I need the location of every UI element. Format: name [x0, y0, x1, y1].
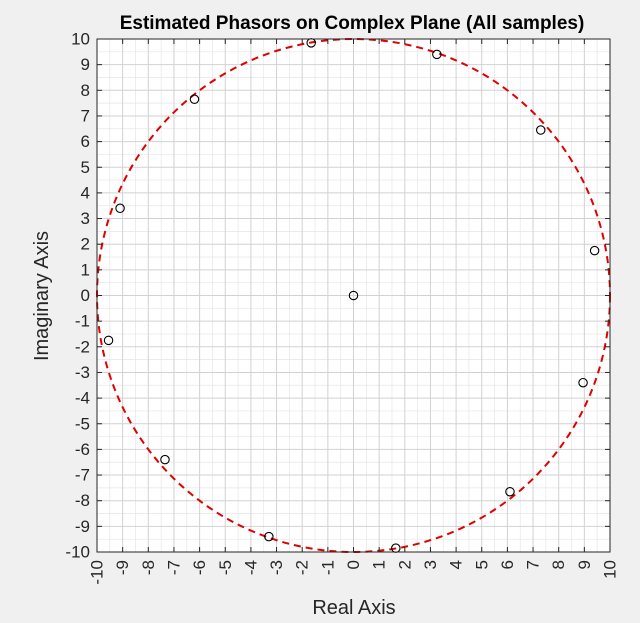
x-tick-label: 0: [344, 560, 363, 569]
grid-lines: [96, 38, 611, 553]
phasor-point: [160, 454, 170, 465]
x-tick-label: 9: [575, 560, 594, 569]
y-tick-label: 1: [81, 260, 90, 279]
y-tick-label: 6: [81, 132, 90, 151]
x-tick-label: -4: [241, 560, 260, 575]
y-tick-label: 3: [81, 209, 90, 228]
y-tick-label: -10: [65, 543, 90, 562]
phasor-point: [103, 335, 114, 346]
y-tick-label: -7: [75, 466, 90, 485]
x-tick-label: -7: [164, 560, 183, 575]
x-tick-label: -3: [267, 560, 286, 575]
x-tick-label: -9: [113, 560, 132, 575]
x-tick-label: 6: [498, 560, 517, 569]
y-tick-label: 10: [71, 30, 90, 49]
y-tick-label: -2: [75, 337, 90, 356]
x-axis-label: Real Axis: [312, 597, 395, 618]
y-tick-label: 2: [81, 235, 90, 254]
y-tick-label: -8: [75, 491, 90, 510]
y-tick-label: -4: [75, 389, 90, 408]
y-axis-label: Imaginary Axis: [31, 231, 53, 361]
y-tick-label: -3: [75, 363, 90, 382]
phasor-point: [264, 531, 274, 542]
x-tick-label: -5: [216, 560, 235, 575]
y-tick-label: 5: [81, 158, 90, 177]
phasor-point: [505, 486, 515, 497]
x-tick-label: -10: [88, 560, 107, 585]
y-tick-label: 8: [81, 81, 90, 100]
x-tick-label: 5: [472, 560, 491, 569]
y-tick-label: 0: [81, 286, 90, 305]
x-tick-label: 8: [549, 560, 568, 569]
x-tick-label: -1: [318, 560, 337, 575]
y-tick-label: -5: [75, 414, 90, 433]
phasor-point: [535, 125, 546, 135]
phasor-point: [348, 290, 359, 301]
y-tick-label: -9: [75, 517, 90, 536]
x-tick-label: 3: [421, 560, 440, 569]
x-tick-label: 2: [395, 560, 414, 569]
x-tick-label: 10: [601, 560, 620, 579]
x-tick-label: 7: [524, 560, 543, 569]
x-tick-labels: -10 -9 -8 -7 -6 -5 -4 -3 -2 -1 0 1 2 3 4 5 6 7 8 9 10: [88, 39, 620, 585]
phasor-point: [589, 245, 600, 256]
y-tick-label: -1: [75, 312, 90, 331]
x-tick-label: 1: [370, 560, 389, 569]
x-tick-label: 4: [447, 560, 466, 569]
chart-title: Estimated Phasors on Complex Plane (All …: [120, 13, 585, 34]
phasor-point: [189, 94, 200, 105]
y-tick-label: 7: [81, 106, 90, 125]
x-tick-label: -8: [139, 560, 158, 575]
phasor-point: [115, 203, 125, 214]
y-tick-label: -6: [75, 440, 90, 459]
phasor-point: [432, 49, 442, 60]
x-tick-label: -2: [293, 560, 312, 575]
y-tick-label: 9: [81, 55, 90, 74]
phasor-point: [578, 377, 588, 388]
x-tick-label: -6: [190, 560, 209, 575]
y-tick-label: 4: [81, 183, 90, 202]
